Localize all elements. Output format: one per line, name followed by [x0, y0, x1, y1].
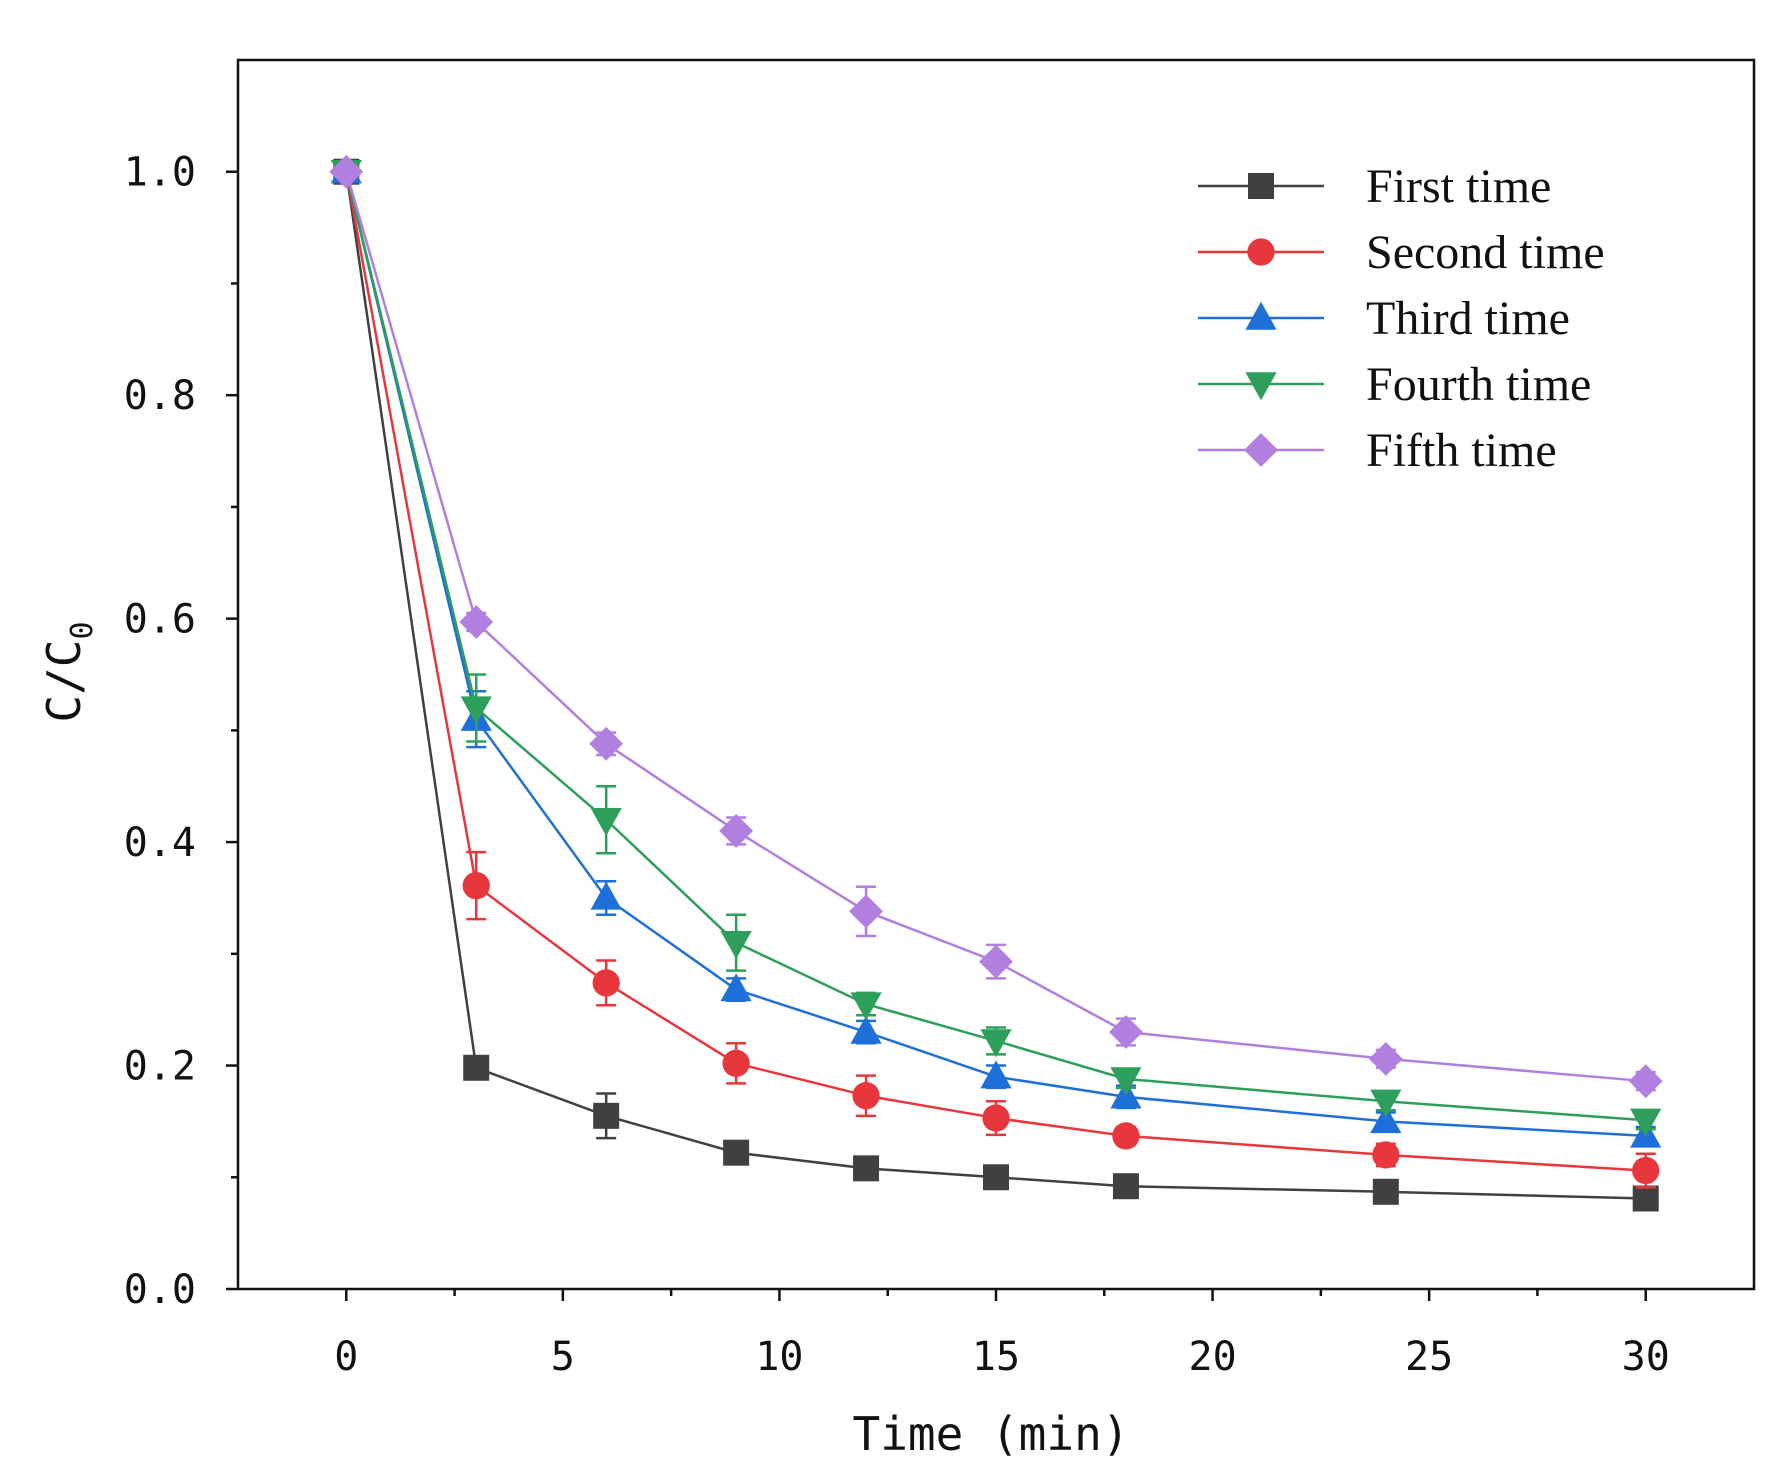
legend-marker — [1248, 173, 1274, 199]
data-point — [850, 992, 882, 1021]
data-point — [589, 726, 624, 761]
data-point — [980, 1060, 1012, 1089]
data-point — [1110, 1067, 1142, 1096]
data-point — [720, 973, 752, 1002]
data-point — [719, 814, 754, 848]
data-point — [1632, 1185, 1659, 1212]
data-point — [1370, 1105, 1402, 1134]
y-tick-label: 0.4 — [124, 820, 196, 866]
legend-label: Fifth time — [1366, 424, 1557, 477]
data-point — [1112, 1122, 1140, 1150]
legend-marker — [1245, 301, 1277, 330]
y-tick-labels: 0.0 0.2 0.4 0.6 0.8 1.0 — [124, 150, 196, 1313]
data-point — [980, 1029, 1012, 1058]
x-tick-label: 25 — [1405, 1334, 1453, 1380]
x-tick-labels: 0 5 10 15 20 25 30 — [334, 1334, 1670, 1380]
data-point — [459, 605, 494, 639]
data-point — [979, 944, 1013, 979]
legend-label: First time — [1366, 160, 1551, 213]
data-point — [850, 1015, 882, 1044]
x-tick-label: 0 — [334, 1334, 358, 1380]
data-point — [592, 969, 620, 997]
data-point — [853, 1155, 880, 1182]
data-point — [593, 1102, 620, 1129]
svg-text:C/C0: C/C0 — [37, 621, 100, 722]
legend: First time Second time Third time Fourth ti… — [1198, 160, 1605, 477]
data-point — [1628, 1064, 1663, 1099]
legend-marker — [1247, 238, 1275, 266]
data-point — [1632, 1156, 1660, 1185]
legend-marker — [1245, 372, 1277, 401]
legend-label: Second time — [1366, 226, 1605, 279]
x-tick-label: 10 — [755, 1334, 803, 1380]
legend-item: First time — [1198, 160, 1551, 213]
data-point — [1112, 1173, 1139, 1200]
data-point — [1630, 1108, 1662, 1137]
data-point — [1372, 1141, 1400, 1169]
data-point — [723, 1139, 750, 1166]
y-axis-title-main: C/C — [37, 639, 91, 722]
data-point — [590, 881, 622, 910]
x-axis-title: Time (min) — [853, 1407, 1130, 1461]
axis-ticks — [226, 170, 1647, 1301]
data-point — [982, 1104, 1010, 1132]
data-point — [590, 808, 622, 836]
y-tick-label: 0.6 — [124, 597, 196, 643]
y-axis-title: C/C0 — [37, 621, 100, 722]
data-point — [1109, 1015, 1143, 1049]
y-tick-label: 0.2 — [124, 1044, 196, 1090]
data-point — [329, 154, 364, 189]
data-point — [463, 1054, 490, 1081]
x-tick-label: 30 — [1622, 1334, 1670, 1380]
y-axis-title-subscript: 0 — [65, 621, 100, 639]
data-point — [1370, 1089, 1402, 1118]
data-point — [852, 1082, 880, 1110]
data-point — [460, 696, 492, 725]
x-tick-label: 15 — [972, 1334, 1020, 1380]
legend-marker — [1244, 433, 1278, 467]
legend-label: Third time — [1366, 292, 1570, 345]
data-point — [1372, 1178, 1399, 1205]
y-tick-label: 0.8 — [124, 373, 196, 419]
series-fourth-time — [330, 160, 1662, 1137]
legend-item: Third time — [1198, 292, 1570, 345]
y-tick-label: 1.0 — [124, 150, 196, 196]
data-point — [983, 1164, 1009, 1191]
series-fifth-time — [329, 154, 1663, 1099]
data-point — [1368, 1041, 1403, 1076]
series-layer — [329, 154, 1663, 1212]
data-point — [722, 1049, 750, 1077]
x-tick-label: 5 — [551, 1334, 575, 1380]
x-tick-label: 20 — [1188, 1334, 1236, 1380]
data-point — [849, 894, 883, 929]
legend-label: Fourth time — [1366, 358, 1591, 411]
legend-item: Fifth time — [1198, 424, 1557, 477]
data-point — [462, 872, 490, 900]
data-point — [720, 930, 752, 959]
y-tick-label: 0.0 — [124, 1267, 196, 1313]
legend-item: Second time — [1198, 226, 1605, 279]
legend-item: Fourth time — [1198, 358, 1591, 411]
